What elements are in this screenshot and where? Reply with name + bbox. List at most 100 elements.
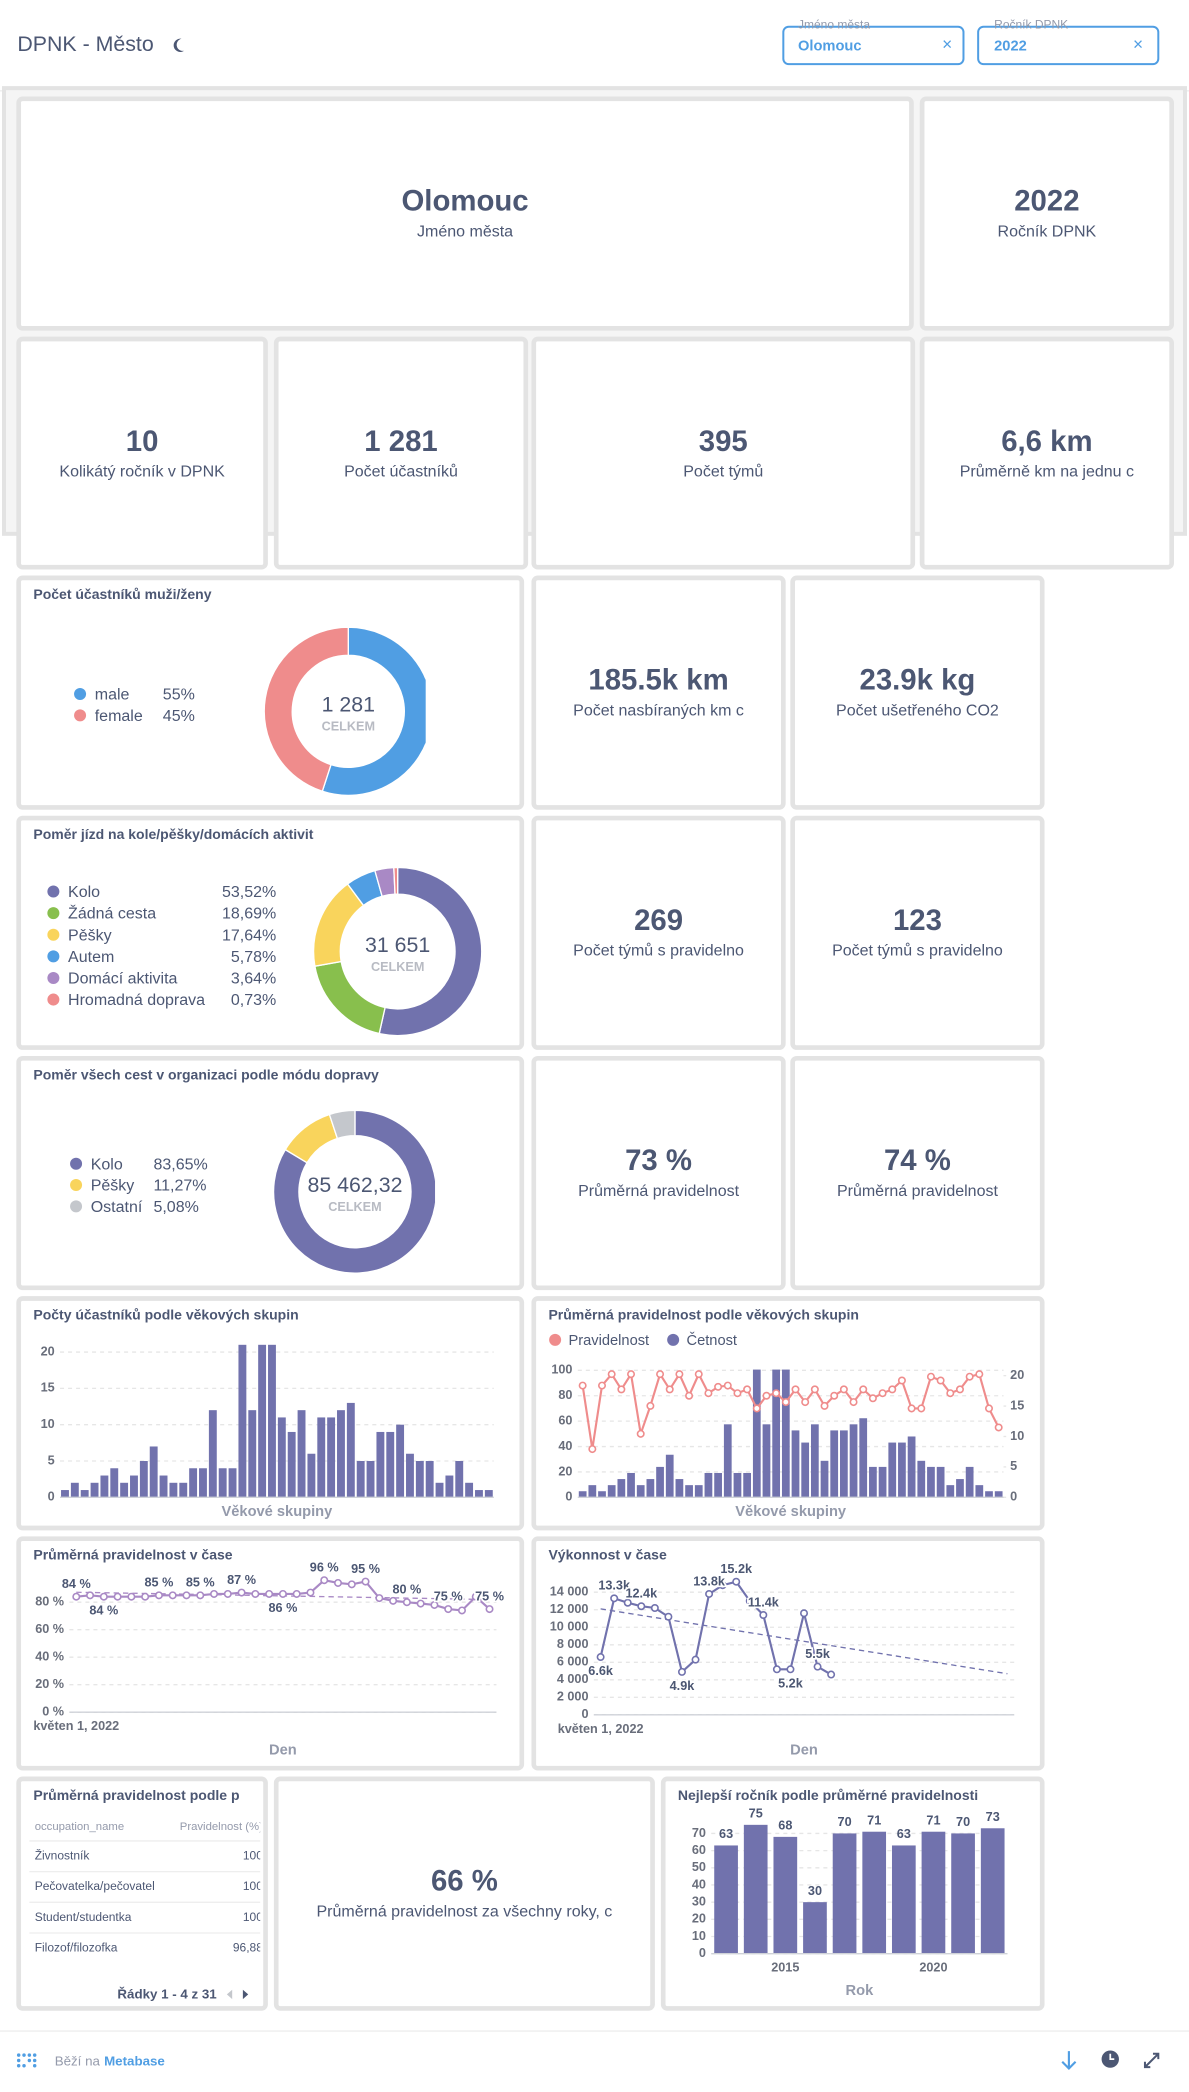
x-tick-label: 2015	[771, 1961, 799, 1975]
bar	[248, 1410, 257, 1498]
line	[581, 1371, 1000, 1450]
point	[984, 1404, 994, 1413]
bar	[951, 1833, 975, 1954]
scalar-value: 10	[126, 425, 159, 458]
point	[759, 1610, 768, 1619]
bar	[803, 1902, 827, 1954]
x-axis-label: Rok	[846, 1983, 875, 1999]
bar	[946, 1485, 955, 1498]
point	[965, 1372, 974, 1381]
point	[485, 1605, 494, 1614]
point	[897, 1376, 906, 1385]
chart-title-wrap: Průměrná pravidelnost v čase	[33, 1547, 232, 1563]
donut-slice	[393, 866, 399, 895]
legend-value: 3,64%	[231, 971, 276, 988]
scalar-value: 23.9k kg	[860, 664, 976, 697]
point	[723, 1381, 732, 1390]
chart-title-wrap: Počet účastníků muži/ženy	[33, 586, 211, 602]
x-axis-label: Věkové skupiny	[735, 1504, 847, 1520]
bar	[386, 1431, 395, 1498]
scalar-value: Olomouc	[401, 185, 528, 218]
chart-title: Počet účastníků muži/ženy	[33, 586, 211, 602]
point	[650, 1603, 659, 1612]
bar	[159, 1475, 168, 1498]
filter-clear[interactable]: ×	[942, 34, 952, 54]
bar	[723, 1424, 732, 1498]
point	[361, 1577, 370, 1586]
bar	[70, 1482, 79, 1498]
scalar-content: 269 Počet týmů s pravidelno	[573, 904, 744, 960]
filter-box[interactable]	[977, 25, 1160, 66]
bar	[891, 1845, 916, 1954]
bar	[366, 1461, 375, 1498]
bar	[685, 1485, 693, 1498]
point	[588, 1445, 597, 1454]
point	[975, 1370, 984, 1379]
x-tick-label: 2020	[919, 1961, 947, 1975]
donut-total: 31 651	[365, 933, 430, 957]
y-tick-label: 4 000	[557, 1672, 589, 1686]
y-tick-label: 5	[1010, 1459, 1017, 1473]
point	[718, 1581, 727, 1590]
scalar-label: Kolikátý ročník v DPNK	[59, 464, 225, 481]
data-label: 13.8k	[693, 1574, 726, 1588]
bar	[346, 1402, 355, 1498]
legend-dot	[47, 993, 60, 1006]
data-label: 5.2k	[778, 1676, 804, 1690]
theme-icon[interactable]	[173, 38, 185, 52]
point	[627, 1370, 636, 1379]
data-label: 68	[778, 1819, 792, 1833]
y-tick-label: 30	[692, 1894, 706, 1908]
donut-slice	[272, 1109, 436, 1274]
y-tick-label: 40 %	[35, 1650, 64, 1664]
point	[578, 1381, 587, 1390]
bar	[994, 1491, 1003, 1498]
point	[636, 1429, 645, 1438]
bar	[743, 1472, 751, 1498]
prev-page[interactable]	[226, 1989, 233, 2000]
legend-dot	[47, 928, 60, 941]
legend-dot	[74, 687, 87, 700]
chart-title-wrap: Výkonnost v čase	[548, 1547, 666, 1563]
filter-box[interactable]	[782, 25, 965, 66]
download-icon[interactable]	[1061, 2051, 1077, 2070]
point	[994, 1423, 1003, 1432]
point	[444, 1605, 453, 1614]
point	[347, 1580, 356, 1589]
y-tick-label: 15	[1010, 1398, 1024, 1412]
scalar-label: Počet týmů s pravidelno	[832, 942, 1003, 960]
point	[827, 1670, 836, 1679]
donut-slice	[321, 626, 426, 796]
y-tick-label: 10	[1010, 1429, 1024, 1443]
point	[772, 1389, 781, 1398]
data-label: 75	[749, 1807, 763, 1821]
filter-clear[interactable]: ×	[1133, 34, 1143, 54]
data-label: 73	[986, 1810, 1000, 1824]
column-header: Pravidelnost (%)	[180, 1821, 263, 1833]
legend-value: 11,27%	[153, 1178, 206, 1195]
filter-value: 2022	[994, 39, 1027, 55]
legend-value: 83,65%	[153, 1156, 207, 1173]
footer-brand[interactable]: Metabase	[104, 2053, 165, 2068]
y-tick-label: 20	[41, 1344, 55, 1358]
chart-title: Průměrná pravidelnost podle věkových sku…	[548, 1307, 858, 1323]
bar	[898, 1442, 906, 1498]
y-tick-label: 40	[558, 1439, 572, 1453]
bar	[975, 1485, 984, 1498]
bar	[675, 1479, 684, 1498]
bar	[228, 1468, 237, 1498]
y-tick-label: 20 %	[35, 1677, 64, 1691]
fullscreen-icon[interactable]	[1143, 2052, 1160, 2069]
bar	[287, 1431, 296, 1498]
bar	[849, 1424, 858, 1498]
scalar-label: Počet ušetřeného CO2	[836, 703, 999, 720]
bar	[327, 1417, 336, 1498]
point	[637, 1602, 646, 1611]
next-page[interactable]	[242, 1989, 249, 2000]
x-tick-label: květen 1, 2022	[33, 1719, 119, 1733]
point	[471, 1592, 480, 1601]
pagination: Řádky 1 - 4 z 31	[117, 1987, 217, 2002]
donut	[312, 866, 483, 1037]
scalar-content: 10 Kolikátý ročník v DPNK	[59, 425, 225, 481]
bar	[656, 1466, 664, 1498]
